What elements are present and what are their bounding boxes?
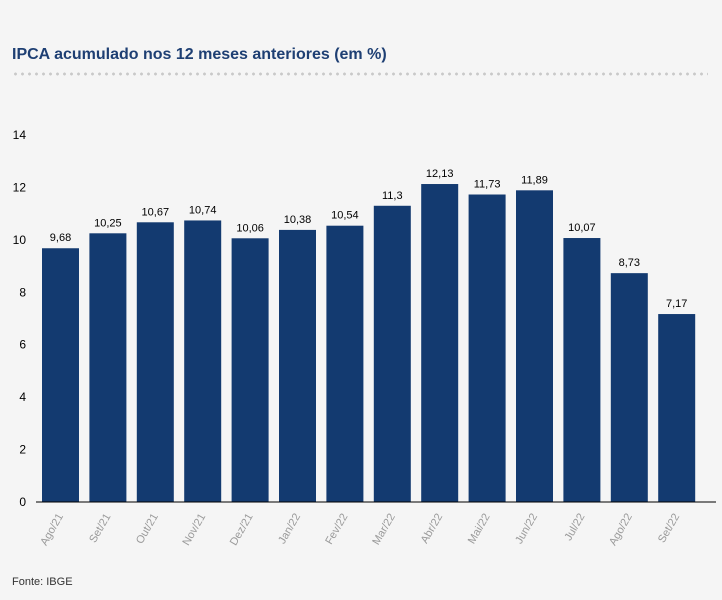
- dotted-divider: [12, 72, 708, 76]
- x-tick-label: Dez/21: [228, 512, 256, 548]
- y-tick-label: 2: [19, 443, 26, 457]
- bar: [136, 222, 174, 502]
- x-tick-label: Jun/22: [513, 512, 540, 547]
- source-note: Fonte: IBGE: [12, 576, 73, 588]
- x-tick-label: Abr/22: [419, 512, 446, 546]
- x-tick-label: Mar/22: [370, 512, 398, 548]
- data-label: 12,13: [426, 168, 454, 180]
- data-label: 10,67: [142, 206, 170, 218]
- bar: [610, 273, 648, 502]
- bar: [184, 220, 222, 503]
- y-tick-label: 6: [19, 338, 26, 352]
- x-tick-label: Ago/21: [38, 512, 66, 548]
- y-tick-label: 12: [13, 180, 27, 194]
- data-label: 10,06: [236, 222, 264, 234]
- x-tick-label: Mai/22: [466, 511, 493, 546]
- data-label: 10,74: [189, 204, 217, 216]
- data-label: 7,17: [666, 298, 687, 310]
- data-label: 10,38: [284, 214, 312, 226]
- data-label: 10,54: [331, 210, 359, 222]
- data-label: 8,73: [619, 257, 640, 269]
- x-tick-label: Set/21: [87, 512, 113, 546]
- y-tick-label: 10: [13, 233, 27, 247]
- x-tick-label: Fev/22: [323, 512, 350, 547]
- y-tick-label: 0: [19, 495, 26, 509]
- bar: [468, 194, 506, 503]
- bar: [563, 238, 601, 502]
- bar: [279, 229, 316, 502]
- bar: [231, 238, 269, 502]
- y-tick-label: 14: [13, 128, 27, 142]
- data-label: 11,3: [382, 190, 403, 202]
- data-label: 10,25: [94, 217, 122, 229]
- bar: [326, 225, 364, 503]
- x-tick-label: Ago/22: [607, 512, 635, 548]
- bar: [89, 233, 127, 502]
- bar: [373, 205, 411, 502]
- x-tick-label: Jan/22: [276, 512, 303, 547]
- data-label: 10,07: [568, 222, 596, 234]
- x-tick-label: Jul/22: [562, 512, 587, 543]
- x-tick-label: Set/22: [656, 512, 682, 546]
- bar: [516, 190, 553, 503]
- y-tick-label: 8: [19, 285, 26, 299]
- bar: [658, 314, 696, 502]
- data-label: 11,73: [474, 179, 501, 191]
- bar: [421, 184, 459, 502]
- y-tick-label: 4: [19, 390, 26, 404]
- x-tick-label: Nov/21: [180, 512, 208, 548]
- data-label: 11,89: [521, 174, 548, 186]
- x-tick-label: Out/21: [134, 512, 161, 547]
- chart-title: IPCA acumulado nos 12 meses anteriores (…: [12, 46, 387, 63]
- bar: [42, 248, 79, 502]
- data-label: 9,68: [50, 232, 71, 244]
